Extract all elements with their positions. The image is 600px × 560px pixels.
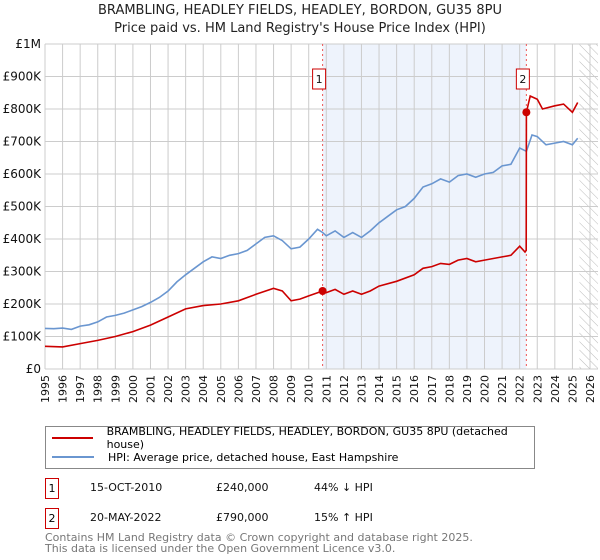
x-tick-label: 2002 [162, 375, 175, 403]
x-tick-label: 2019 [461, 375, 474, 403]
footer-copyright: Contains HM Land Registry data © Crown c… [45, 531, 473, 544]
x-tick-label: 2016 [408, 375, 421, 403]
y-tick-label: £500K [3, 200, 43, 214]
transaction-hpi-diff: 15% ↑ HPI [314, 511, 373, 524]
x-tick-label: 2008 [268, 375, 281, 403]
transaction-date: 15-OCT-2010 [90, 481, 163, 494]
x-tick-label: 2025 [566, 375, 579, 403]
x-tick-label: 2003 [180, 375, 193, 403]
sale-badge-label: 1 [316, 73, 323, 86]
y-tick-label: £1M [15, 37, 41, 51]
transaction-price: £790,000 [216, 511, 269, 524]
x-tick-label: 2007 [250, 375, 263, 403]
y-tick-label: £900K [3, 70, 43, 84]
x-tick-label: 2018 [443, 375, 456, 403]
y-tick-label: £100K [3, 330, 43, 344]
marker-badge: 2 [45, 508, 59, 529]
x-tick-label: 1997 [74, 375, 87, 403]
sale-point [522, 108, 531, 117]
x-tick-label: 2021 [496, 375, 509, 403]
legend-swatch-hpi [52, 456, 94, 458]
x-tick-label: 2014 [373, 375, 386, 403]
x-tick-label: 2005 [215, 375, 228, 403]
x-tick-label: 2013 [355, 375, 368, 403]
x-tick-label: 2022 [514, 375, 527, 403]
chart-title: BRAMBLING, HEADLEY FIELDS, HEADLEY, BORD… [98, 3, 502, 18]
chart-subtitle: Price paid vs. HM Land Registry's House … [114, 21, 486, 36]
x-tick-label: 2000 [127, 375, 140, 403]
hpi-line [44, 134, 579, 331]
legend-item-property: BRAMBLING, HEADLEY FIELDS, HEADLEY, BORD… [46, 425, 534, 451]
legend: BRAMBLING, HEADLEY FIELDS, HEADLEY, BORD… [45, 425, 535, 469]
x-tick-label: 2010 [303, 375, 316, 403]
price-chart: 1995 1996 1997 1998 1999 2000 2001 2002 2003 2004… [3, 37, 598, 403]
y-tick-label: £400K [3, 232, 43, 246]
x-tick-label: 1999 [109, 375, 122, 403]
x-tick-label: 1998 [92, 375, 105, 403]
x-tick-label: 2020 [479, 375, 492, 403]
x-tick-label: 2011 [320, 375, 333, 403]
y-tick-label: £600K [3, 167, 43, 181]
x-tick-label: 2026 [584, 375, 597, 403]
sale-point [318, 287, 327, 295]
y-tick-label: £0 [26, 362, 41, 376]
x-tick-label: 2004 [197, 375, 210, 403]
x-tick-label: 2023 [531, 375, 544, 403]
legend-swatch-property [52, 437, 93, 439]
legend-label: HPI: Average price, detached house, East… [108, 450, 399, 464]
x-tick-label: 1995 [39, 375, 52, 403]
y-tick-label: £800K [3, 102, 43, 116]
sale-badge-label: 2 [519, 73, 526, 86]
x-tick-label: 2001 [144, 375, 157, 403]
footer-licence: This data is licensed under the Open Gov… [45, 542, 396, 555]
x-tick-label: 2006 [232, 375, 245, 403]
property-price-line [44, 94, 579, 348]
x-tick-label: 2012 [338, 375, 351, 403]
legend-item-hpi: HPI: Average price, detached house, East… [46, 448, 398, 466]
x-tick-label: 2017 [426, 375, 439, 403]
y-tick-label: £300K [3, 265, 43, 279]
marker-badge: 1 [45, 478, 59, 499]
sale-badge [515, 68, 530, 90]
legend-label: BRAMBLING, HEADLEY FIELDS, HEADLEY, BORD… [106, 425, 508, 451]
x-tick-label: 2015 [391, 375, 404, 403]
transaction-price: £240,000 [216, 481, 269, 494]
y-tick-label: £700K [3, 135, 43, 149]
x-tick-label: 1996 [57, 375, 70, 403]
x-tick-label: 2024 [549, 375, 562, 403]
sale-badge [312, 68, 327, 90]
y-tick-label: £200K [3, 297, 43, 311]
transaction-date: 20-MAY-2022 [90, 511, 162, 524]
x-tick-label: 2009 [285, 375, 298, 403]
transaction-hpi-diff: 44% ↓ HPI [314, 481, 373, 494]
